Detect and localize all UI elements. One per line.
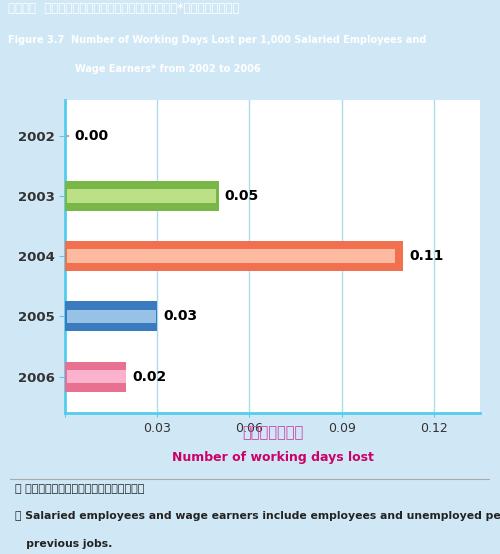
Bar (65, 362, 126, 392)
Bar (65, 181, 218, 211)
Text: previous jobs.: previous jobs. (15, 539, 112, 549)
Bar (66, 189, 216, 203)
Text: ＊ 受薪僱員包括僱員及曾受僱的失業人士。: ＊ 受薪僱員包括僱員及曾受僱的失業人士。 (15, 484, 144, 494)
Text: Figure 3.7  Number of Working Days Lost per 1,000 Salaried Employees and: Figure 3.7 Number of Working Days Lost p… (8, 35, 426, 45)
Bar (66, 249, 394, 263)
Text: 0.00: 0.00 (74, 129, 108, 143)
Text: ＊ Salaried employees and wage earners include employees and unemployed persons h: ＊ Salaried employees and wage earners in… (15, 511, 500, 521)
Bar (66, 310, 156, 323)
Bar (65, 301, 157, 331)
Text: Wage Earners* from 2002 to 2006: Wage Earners* from 2002 to 2006 (75, 64, 260, 74)
Bar (66, 370, 126, 383)
Text: 0.02: 0.02 (132, 370, 167, 383)
Text: 0.05: 0.05 (225, 189, 259, 203)
Text: 0.11: 0.11 (410, 249, 444, 263)
Text: Number of working days lost: Number of working days lost (172, 450, 374, 464)
Text: 圖三．七  二零零二年至二零零六年每一千名受薪僱員*所損失的工作日數: 圖三．七 二零零二年至二零零六年每一千名受薪僱員*所損失的工作日數 (8, 2, 239, 16)
Bar (65, 241, 403, 271)
Text: 0.03: 0.03 (164, 310, 198, 324)
Text: 損失的工作日數: 損失的工作日數 (242, 425, 303, 440)
